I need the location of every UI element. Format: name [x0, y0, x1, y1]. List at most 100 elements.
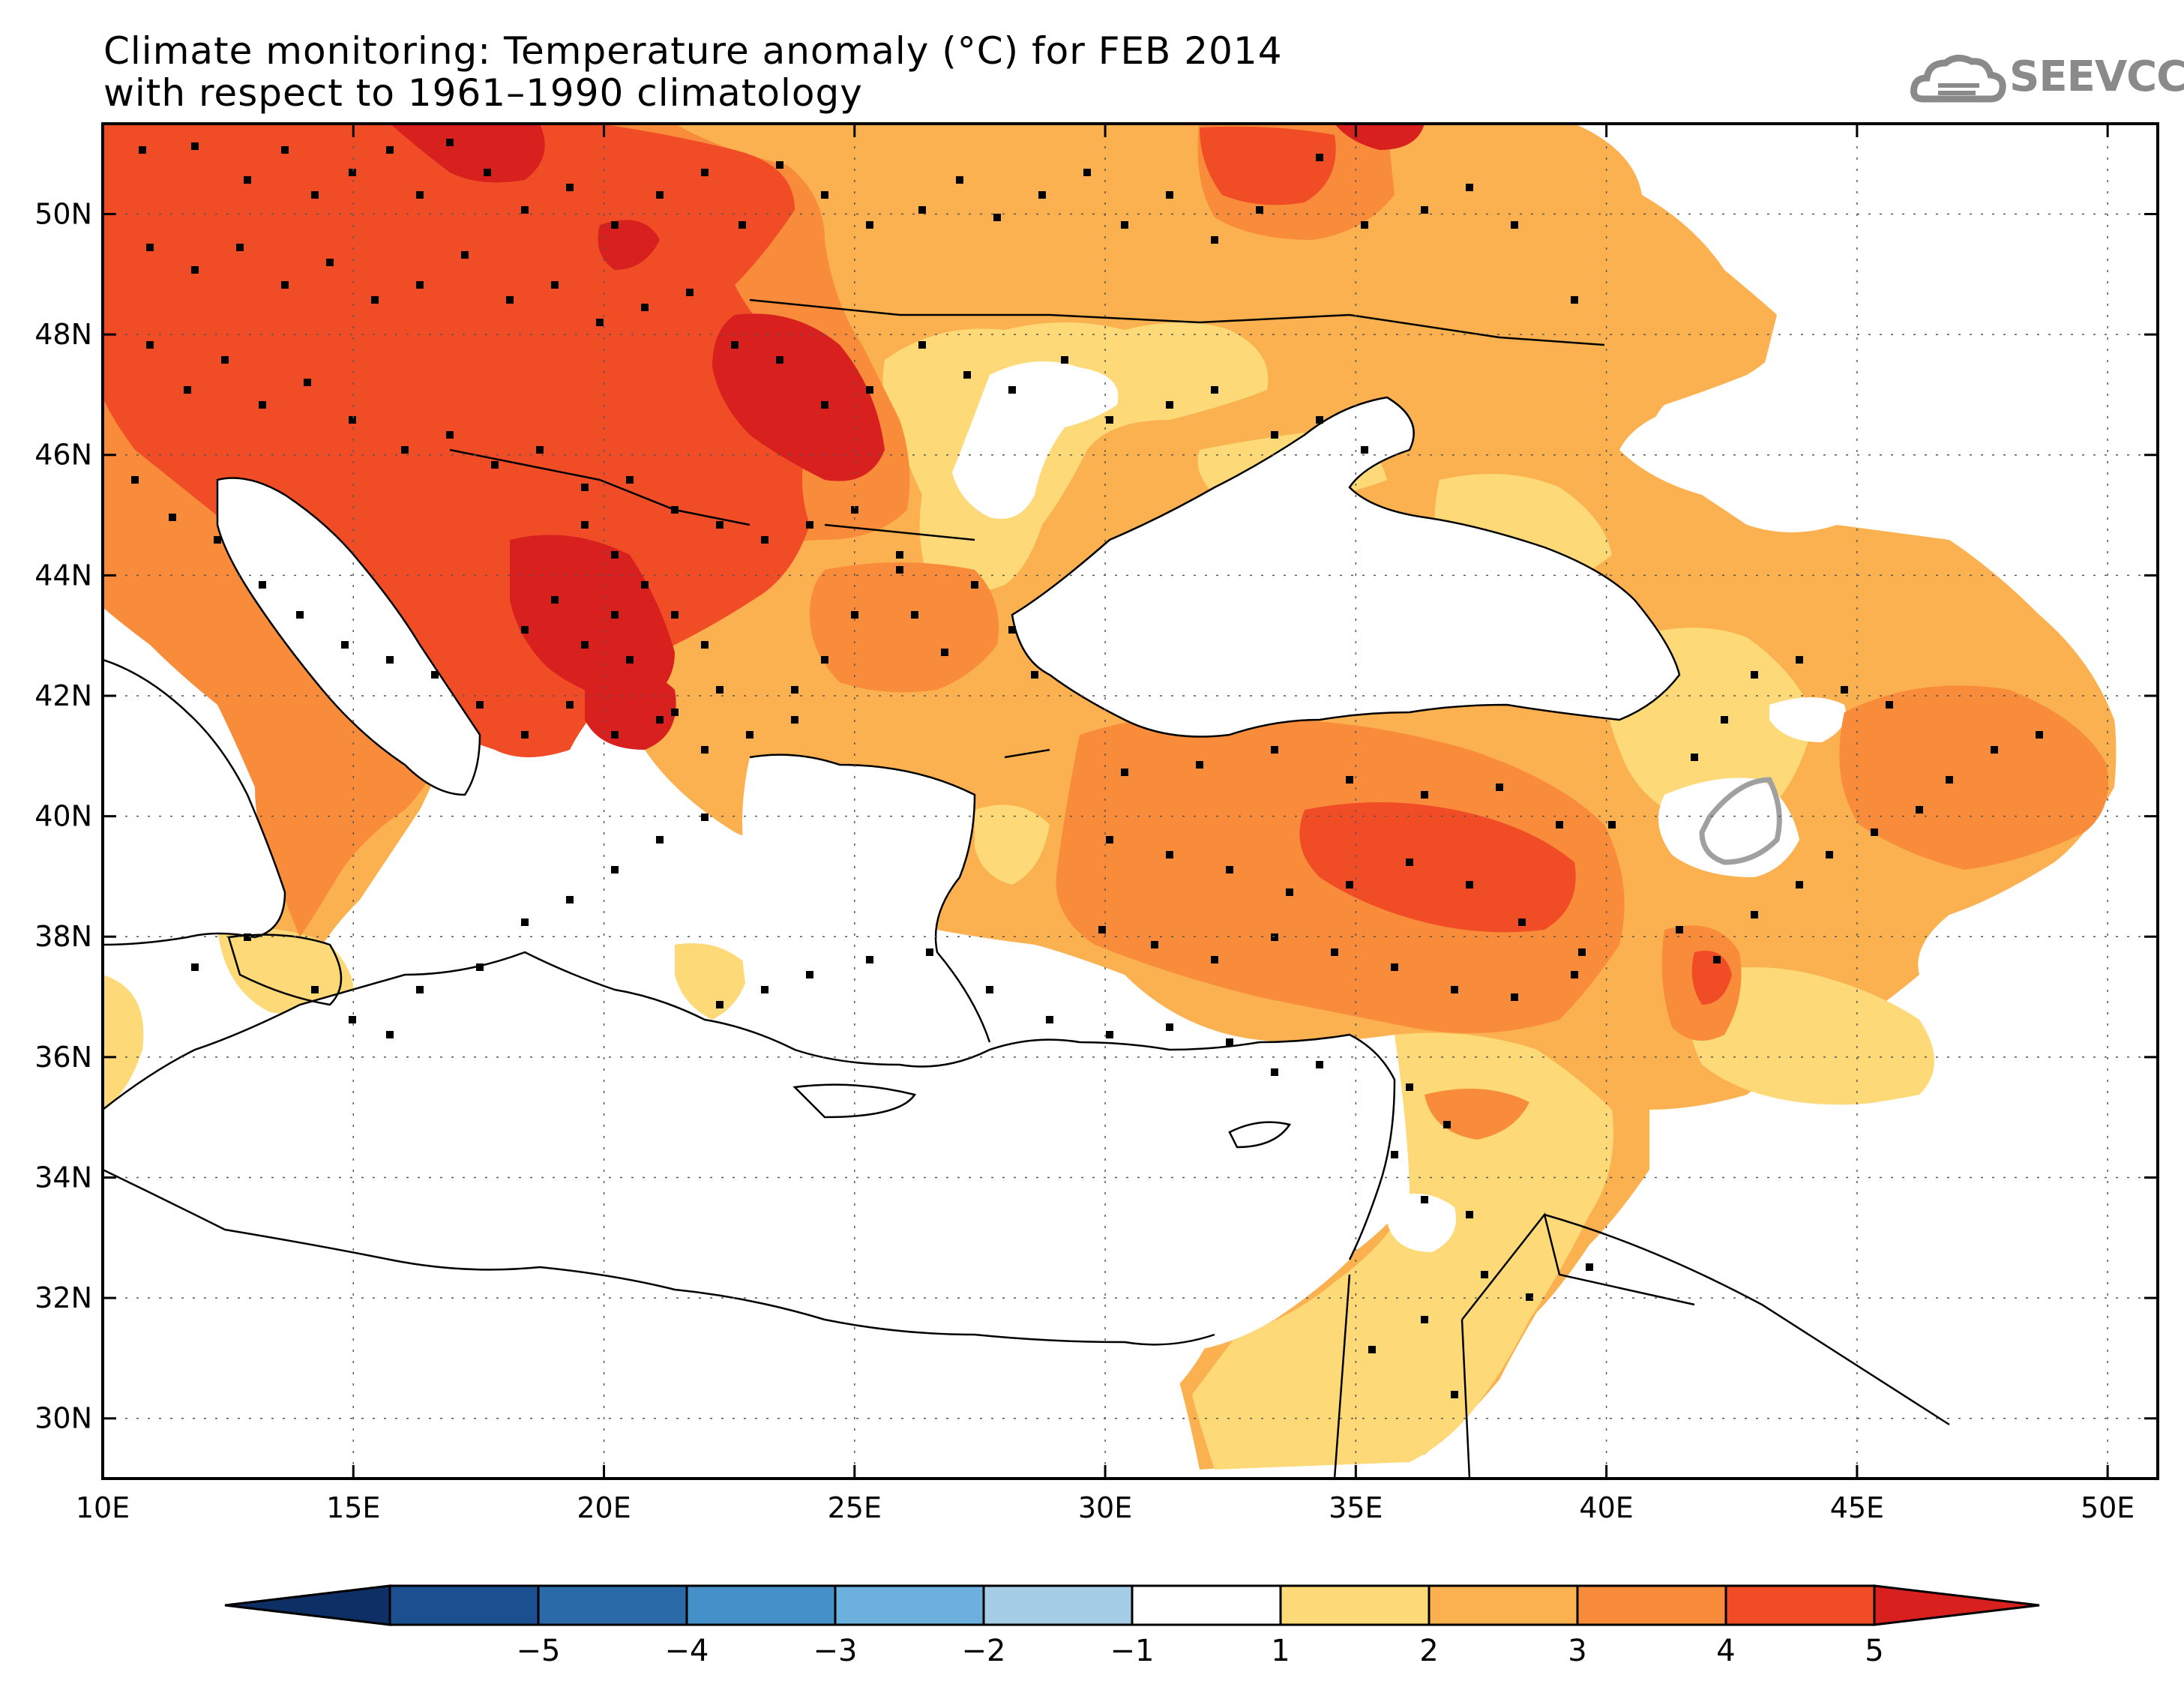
station-marker — [311, 191, 319, 199]
station-marker — [131, 476, 139, 484]
station-marker — [1061, 356, 1068, 364]
station-marker — [349, 169, 356, 176]
station-marker — [1481, 1271, 1488, 1278]
station-marker — [738, 221, 746, 229]
station-marker — [896, 551, 903, 559]
lon-tick-label: 30E — [1078, 1491, 1132, 1524]
station-marker — [1226, 1038, 1233, 1046]
station-marker — [341, 641, 349, 649]
station-marker — [866, 386, 873, 394]
anomaly-region-gt5 — [712, 313, 885, 481]
station-marker — [476, 963, 484, 971]
station-marker — [821, 191, 828, 199]
station-marker — [701, 169, 709, 176]
lon-tick-label: 15E — [326, 1491, 380, 1524]
lon-tick-label: 25E — [828, 1491, 882, 1524]
station-marker — [918, 341, 926, 349]
station-marker — [1286, 888, 1293, 896]
station-marker — [596, 319, 604, 326]
station-marker — [761, 536, 768, 544]
lat-tick-label: 36N — [34, 1041, 92, 1074]
station-marker — [311, 986, 319, 993]
colorbar-label: 1 — [1271, 1634, 1290, 1668]
station-marker — [1406, 858, 1413, 866]
anomaly-region-4-5 — [1299, 802, 1576, 933]
station-marker — [1676, 926, 1683, 933]
station-marker — [139, 146, 146, 154]
station-marker — [1511, 993, 1518, 1001]
station-marker — [1466, 1211, 1473, 1218]
station-marker — [386, 146, 394, 154]
station-marker — [1151, 941, 1158, 948]
station-marker — [791, 716, 798, 724]
station-marker — [1526, 1293, 1533, 1301]
station-marker — [536, 446, 544, 454]
station-marker — [1368, 1346, 1376, 1353]
station-marker — [1916, 806, 1923, 814]
station-marker — [304, 379, 311, 386]
anomaly-region-gt5 — [585, 670, 676, 750]
station-marker — [971, 581, 978, 589]
colorbar-label: −2 — [962, 1634, 1006, 1668]
station-marker — [1166, 1023, 1173, 1031]
station-marker — [1226, 866, 1233, 873]
station-marker — [1571, 296, 1578, 304]
station-marker — [1038, 191, 1046, 199]
station-marker — [1346, 776, 1353, 784]
colorbar-segment — [388, 1584, 540, 1626]
anomaly-region-1-2 — [1192, 1032, 1613, 1470]
station-marker — [1421, 1316, 1428, 1323]
station-marker — [1008, 626, 1016, 634]
station-marker — [641, 304, 649, 311]
station-marker — [1586, 1263, 1593, 1271]
station-marker — [581, 484, 589, 491]
station-marker — [1211, 956, 1218, 963]
station-marker — [1391, 963, 1398, 971]
colorbar-segment — [834, 1584, 985, 1626]
station-marker — [1608, 821, 1616, 829]
station-marker — [281, 281, 289, 289]
station-marker — [1421, 791, 1428, 799]
lat-tick-label: 32N — [34, 1281, 92, 1314]
station-marker — [1316, 1061, 1323, 1068]
station-marker — [1421, 206, 1428, 214]
anomaly-region-gt5 — [390, 124, 545, 183]
station-marker — [461, 251, 469, 259]
station-marker — [1451, 986, 1458, 993]
station-marker — [506, 296, 514, 304]
anomaly-region-1-2 — [675, 943, 750, 1020]
colorbar-label: 2 — [1419, 1634, 1438, 1668]
lon-tick-label: 35E — [1329, 1491, 1383, 1524]
map-title-line2: with respect to 1961–1990 climatology — [103, 71, 863, 115]
anomaly-region-near-zero — [1387, 1194, 1456, 1252]
station-marker — [611, 731, 619, 739]
station-marker — [1443, 1121, 1451, 1128]
station-marker — [776, 356, 783, 364]
station-marker — [1346, 881, 1353, 888]
station-marker — [296, 611, 304, 619]
station-marker — [956, 176, 963, 184]
station-marker — [349, 1016, 356, 1023]
colorbar: −5 −4 −3 −2 −1 1 2 3 4 5 — [224, 1584, 2040, 1668]
map-axes: 10E 15E 20E 25E 30E 35E 40E 45E 50E 50N 48N 46N 44N 4… — [34, 124, 2158, 1524]
anomaly-region-3-4 — [810, 562, 999, 693]
station-marker — [371, 296, 379, 304]
colorbar-label: −3 — [813, 1634, 858, 1668]
lon-tick-label: 10E — [76, 1491, 130, 1524]
colorbar-high-extend — [1873, 1584, 2040, 1626]
station-marker — [896, 566, 903, 574]
station-marker — [851, 506, 858, 514]
station-marker — [1466, 881, 1473, 888]
station-marker — [993, 214, 1001, 221]
station-marker — [1083, 169, 1091, 176]
station-marker — [191, 963, 199, 971]
station-marker — [806, 521, 813, 529]
anomaly-contour-line — [1699, 777, 1782, 865]
station-marker — [1721, 716, 1728, 724]
station-marker — [851, 611, 858, 619]
station-marker — [1121, 769, 1128, 776]
anomaly-region-gt5 — [598, 220, 660, 270]
station-marker — [1106, 1031, 1113, 1038]
map-title-line1: Climate monitoring: Temperature anomaly … — [103, 29, 1283, 73]
